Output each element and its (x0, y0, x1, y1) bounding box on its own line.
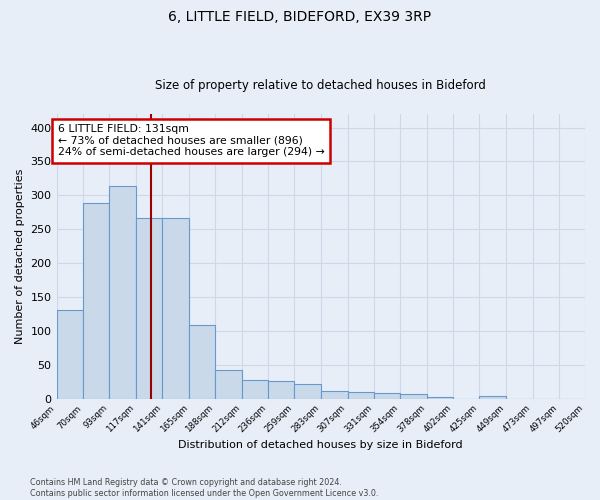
Text: Contains HM Land Registry data © Crown copyright and database right 2024.
Contai: Contains HM Land Registry data © Crown c… (30, 478, 379, 498)
Bar (427, 397, 454, 398)
Bar (163, 218, 189, 398)
Bar (109, 186, 136, 398)
Bar (56, 310, 83, 398)
X-axis label: Distribution of detached houses by size in Bideford: Distribution of detached houses by size … (178, 440, 463, 450)
Bar (189, 326, 215, 398)
Text: 6, LITTLE FIELD, BIDEFORD, EX39 3RP: 6, LITTLE FIELD, BIDEFORD, EX39 3RP (169, 10, 431, 24)
Bar (268, 381, 294, 398)
Y-axis label: Number of detached properties: Number of detached properties (15, 168, 25, 344)
Bar (83, 204, 109, 398)
Bar (400, 394, 427, 398)
Bar (242, 380, 268, 398)
Bar (321, 391, 347, 398)
Bar (215, 370, 242, 398)
Text: 6 LITTLE FIELD: 131sqm
← 73% of detached houses are smaller (896)
24% of semi-de: 6 LITTLE FIELD: 131sqm ← 73% of detached… (58, 124, 325, 158)
Title: Size of property relative to detached houses in Bideford: Size of property relative to detached ho… (155, 79, 486, 92)
Bar (347, 392, 374, 398)
Bar (294, 384, 321, 398)
Bar (479, 396, 506, 398)
Bar (136, 218, 163, 398)
Bar (374, 393, 400, 398)
